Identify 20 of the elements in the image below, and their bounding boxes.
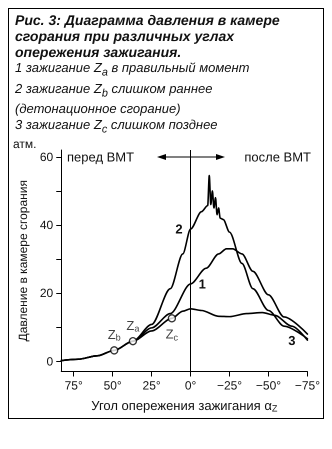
y-axis-title: Давление в камере сгорания [16,180,30,342]
x-tick-label: 50° [104,378,122,392]
x-tick-label: 75° [64,378,83,392]
y-tick-label: 40 [40,218,54,232]
y-tick-label: 0 [46,354,54,368]
series-label: 3 [288,332,296,348]
y-tick-label: 60 [40,150,54,164]
text: атм. [13,136,36,151]
x-tick-label: 25° [142,378,161,392]
x-tick-label: −25° [216,378,242,392]
series-label: 2 [175,221,183,236]
y-tick-label: 20 [40,286,54,300]
annotation: перед ВМТ [67,149,134,164]
text: 1 зажигание Z$_{a}$ в правильный момент 2 зажигание Z$_{b}$ слишком раннее (детонационное сгорание) 3 зажигание Z$_{c}$ слишком позднее [15,60,250,136]
x-tick-label: −75° [294,378,320,392]
x-tick-label: 0° [184,378,196,392]
x-tick-label: −50° [256,378,282,392]
annotation: после ВМТ [244,149,312,164]
chart-title: Рис. 3: Диаграмма давления в камере сгорания при различных углах опережения зажигания. [15,12,281,60]
series-label: 1 [198,276,206,292]
